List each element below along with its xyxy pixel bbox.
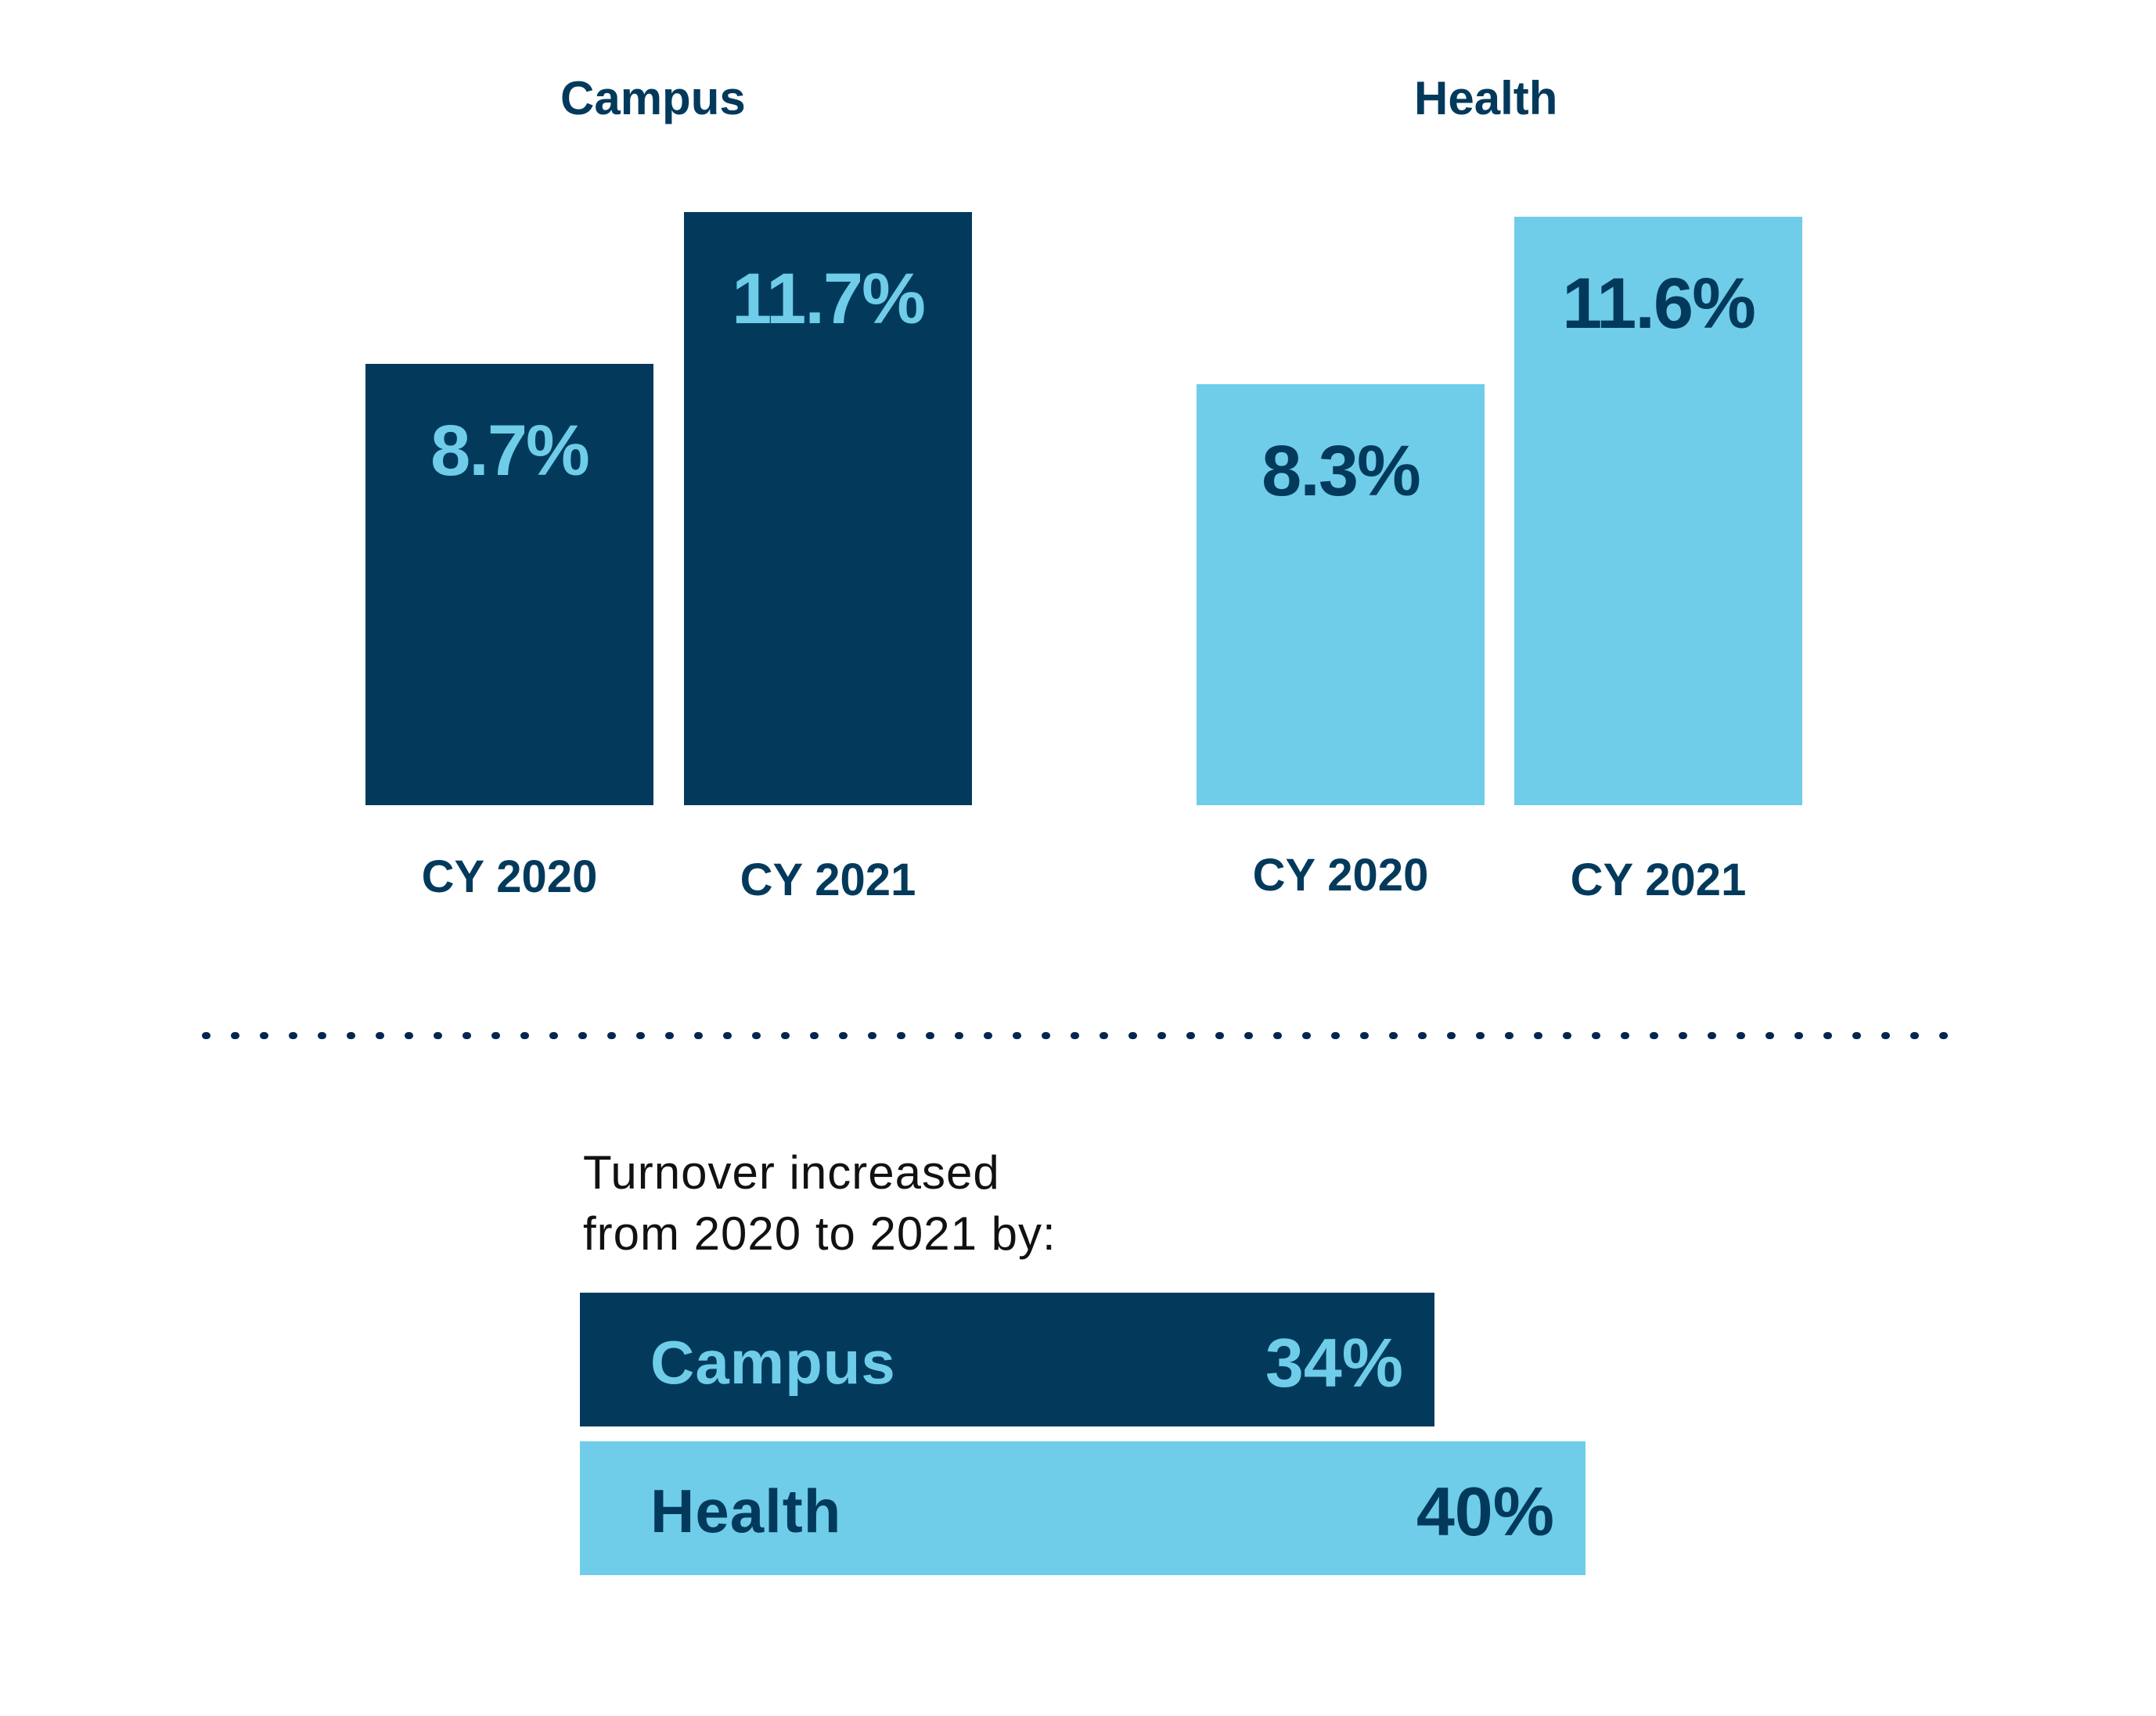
divider-dot [549, 1032, 558, 1039]
increase-bar-value-label: 40% [1416, 1473, 1554, 1550]
divider-dot [810, 1032, 819, 1039]
divider-dot [984, 1032, 992, 1039]
divider-dot [1794, 1032, 1803, 1039]
summary-intro-line-2: from 2020 to 2021 by: [583, 1207, 1056, 1260]
divider-dot [1186, 1032, 1195, 1039]
summary-intro-line-1: Turnover increased [583, 1146, 1000, 1199]
divider-dot [347, 1032, 355, 1039]
campus-chart-title: Campus [560, 72, 746, 124]
divider-dot [1505, 1032, 1514, 1039]
divider-dot [1013, 1032, 1021, 1039]
divider-dot [1360, 1032, 1369, 1039]
divider-dot [1244, 1032, 1253, 1039]
divider-dot [607, 1032, 616, 1039]
divider-dot [1273, 1032, 1282, 1039]
divider-dot [1939, 1032, 1948, 1039]
divider-dot [665, 1032, 674, 1039]
divider-dot [1881, 1032, 1890, 1039]
campus-value-label: 11.7% [732, 259, 926, 339]
divider-dot [1823, 1032, 1832, 1039]
divider-dot [868, 1032, 876, 1039]
divider-dot [405, 1032, 413, 1039]
divider-dot [1331, 1032, 1340, 1039]
divider-dot [1157, 1032, 1166, 1039]
divider-dot [1708, 1032, 1716, 1039]
increase-bar-value-label: 34% [1265, 1324, 1403, 1401]
divider-dot [1071, 1032, 1079, 1039]
divider-dot [636, 1032, 645, 1039]
divider-dot [289, 1032, 297, 1039]
divider-dot [1592, 1032, 1600, 1039]
divider-dot [1418, 1032, 1427, 1039]
divider-dot [1476, 1032, 1485, 1039]
divider-dot [1447, 1032, 1456, 1039]
increase-bar-category-label: Health [650, 1477, 842, 1545]
divider-dot [1679, 1032, 1687, 1039]
divider-dot [1100, 1032, 1108, 1039]
divider-dot [376, 1032, 384, 1039]
health-bar-cy-2021 [1514, 217, 1802, 805]
campus-category-label: CY 2021 [740, 854, 916, 905]
increase-bar-category-label: Campus [650, 1328, 896, 1397]
increase-bar-health: Health 40% [580, 1441, 1586, 1575]
divider-dot [318, 1032, 326, 1039]
health-value-label: 8.3% [1262, 431, 1421, 511]
divider-dot [1215, 1032, 1224, 1039]
divider-dot [1042, 1032, 1050, 1039]
divider-dot [839, 1032, 848, 1039]
campus-bar-cy-2021 [684, 212, 972, 805]
divider-dot [752, 1032, 761, 1039]
divider-dot [434, 1032, 442, 1039]
divider-dot [520, 1032, 529, 1039]
divider-dot [260, 1032, 268, 1039]
divider-dot [1302, 1032, 1311, 1039]
divider-dot [1737, 1032, 1745, 1039]
campus-bar-cy-2020 [365, 364, 653, 805]
divider-dot [578, 1032, 587, 1039]
divider-dot [1389, 1032, 1398, 1039]
health-chart-title: Health [1414, 72, 1558, 124]
divider-dot [723, 1032, 732, 1039]
health-bar-cy-2020 [1197, 384, 1485, 805]
divider-dot [926, 1032, 934, 1039]
divider-dot [202, 1032, 211, 1039]
divider-dot [231, 1032, 239, 1039]
divider-dot [694, 1032, 703, 1039]
divider-dot [1650, 1032, 1658, 1039]
campus-category-label: CY 2020 [421, 851, 598, 902]
divider-dot [955, 1032, 963, 1039]
divider-dot [781, 1032, 790, 1039]
divider-dot [1852, 1032, 1861, 1039]
divider-dot [1765, 1032, 1774, 1039]
health-category-label: CY 2020 [1252, 850, 1429, 901]
divider-dot [897, 1032, 905, 1039]
summary-intro-text: Turnover increased from 2020 to 2021 by: [583, 1142, 1056, 1265]
health-category-label: CY 2021 [1570, 854, 1747, 905]
divider-dot [463, 1032, 471, 1039]
divider-dot [1621, 1032, 1629, 1039]
divider-dot [491, 1032, 500, 1039]
divider-dot [1910, 1032, 1919, 1039]
increase-bar-campus: Campus 34% [580, 1293, 1434, 1426]
health-value-label: 11.6% [1562, 264, 1756, 344]
divider-dot [1563, 1032, 1571, 1039]
divider-dot [1534, 1032, 1542, 1039]
divider-dot [1128, 1032, 1137, 1039]
campus-value-label: 8.7% [430, 411, 590, 491]
